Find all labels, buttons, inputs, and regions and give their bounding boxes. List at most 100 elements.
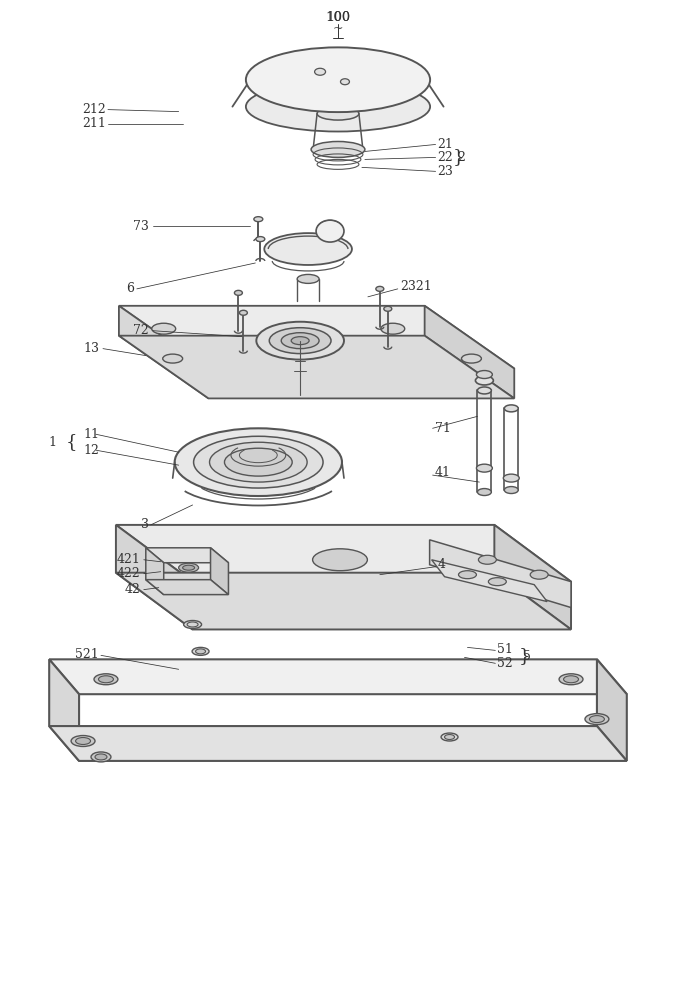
Text: }: } <box>518 647 530 665</box>
Polygon shape <box>116 525 571 582</box>
Polygon shape <box>431 560 547 602</box>
Ellipse shape <box>196 649 206 654</box>
Ellipse shape <box>297 274 319 283</box>
Ellipse shape <box>95 754 107 760</box>
Ellipse shape <box>477 464 492 472</box>
Ellipse shape <box>585 714 609 725</box>
Ellipse shape <box>504 405 518 412</box>
Text: 52: 52 <box>497 657 513 670</box>
Ellipse shape <box>313 549 367 571</box>
Polygon shape <box>116 525 192 629</box>
Ellipse shape <box>477 387 491 394</box>
Polygon shape <box>146 548 228 563</box>
Polygon shape <box>49 659 627 694</box>
Ellipse shape <box>317 107 359 120</box>
Ellipse shape <box>281 333 319 349</box>
Ellipse shape <box>340 79 350 85</box>
Text: }: } <box>452 148 464 166</box>
Ellipse shape <box>458 571 477 579</box>
Ellipse shape <box>163 354 183 363</box>
Ellipse shape <box>477 371 492 379</box>
Ellipse shape <box>381 323 405 334</box>
Ellipse shape <box>316 220 344 242</box>
Text: 42: 42 <box>125 583 141 596</box>
Ellipse shape <box>184 621 202 628</box>
Ellipse shape <box>559 674 583 685</box>
Text: 6: 6 <box>126 282 134 295</box>
Ellipse shape <box>441 733 458 741</box>
Text: 72: 72 <box>133 324 148 337</box>
Polygon shape <box>119 336 514 398</box>
Ellipse shape <box>504 487 518 494</box>
Ellipse shape <box>489 578 506 586</box>
Polygon shape <box>116 573 571 629</box>
Text: 2: 2 <box>458 151 465 164</box>
Polygon shape <box>494 525 571 629</box>
Text: 422: 422 <box>117 567 141 580</box>
Ellipse shape <box>194 436 323 488</box>
Ellipse shape <box>99 676 113 683</box>
Ellipse shape <box>479 555 496 564</box>
Polygon shape <box>429 540 571 608</box>
Ellipse shape <box>462 354 481 363</box>
Ellipse shape <box>192 647 209 655</box>
Text: 5: 5 <box>523 650 531 663</box>
Ellipse shape <box>256 237 265 242</box>
Ellipse shape <box>152 323 176 334</box>
Ellipse shape <box>246 82 430 132</box>
Text: 211: 211 <box>82 117 106 130</box>
Ellipse shape <box>384 306 392 311</box>
Ellipse shape <box>91 752 111 762</box>
Ellipse shape <box>246 47 430 112</box>
Text: {: { <box>66 433 78 451</box>
Text: 3: 3 <box>141 518 148 531</box>
Ellipse shape <box>477 489 491 496</box>
Ellipse shape <box>291 337 309 345</box>
Text: 4: 4 <box>437 558 446 571</box>
Text: 1: 1 <box>48 436 56 449</box>
Ellipse shape <box>564 676 578 683</box>
Polygon shape <box>425 306 514 398</box>
Ellipse shape <box>504 474 519 482</box>
Ellipse shape <box>71 736 95 746</box>
Ellipse shape <box>475 376 493 385</box>
Text: 11: 11 <box>83 428 99 441</box>
Polygon shape <box>146 548 164 595</box>
Ellipse shape <box>265 233 352 265</box>
Text: 421: 421 <box>117 553 141 566</box>
Text: 212: 212 <box>82 103 106 116</box>
Text: 41: 41 <box>435 466 451 479</box>
Text: ~: ~ <box>333 22 344 35</box>
Ellipse shape <box>445 735 454 740</box>
Polygon shape <box>597 659 627 761</box>
Text: 22: 22 <box>437 151 454 164</box>
Text: 12: 12 <box>83 444 99 457</box>
Text: 100: 100 <box>326 11 350 24</box>
Text: 71: 71 <box>435 422 450 435</box>
Text: 51: 51 <box>497 643 513 656</box>
Ellipse shape <box>315 68 325 75</box>
Text: 23: 23 <box>437 165 454 178</box>
Text: 73: 73 <box>133 220 148 233</box>
Text: 2321: 2321 <box>400 280 431 293</box>
Ellipse shape <box>175 428 342 496</box>
Text: 521: 521 <box>75 648 99 661</box>
Polygon shape <box>146 580 228 595</box>
Ellipse shape <box>209 442 307 482</box>
Ellipse shape <box>269 328 331 354</box>
Polygon shape <box>119 306 209 398</box>
Ellipse shape <box>254 217 263 222</box>
Ellipse shape <box>589 716 604 723</box>
Ellipse shape <box>234 290 242 295</box>
Text: 21: 21 <box>437 138 454 151</box>
Polygon shape <box>119 306 514 369</box>
Text: 13: 13 <box>83 342 99 355</box>
Polygon shape <box>211 548 228 595</box>
Ellipse shape <box>94 674 118 685</box>
Ellipse shape <box>179 563 198 572</box>
Ellipse shape <box>530 570 548 579</box>
Ellipse shape <box>225 448 292 476</box>
Ellipse shape <box>76 738 90 744</box>
Ellipse shape <box>256 322 344 360</box>
Ellipse shape <box>240 310 247 315</box>
